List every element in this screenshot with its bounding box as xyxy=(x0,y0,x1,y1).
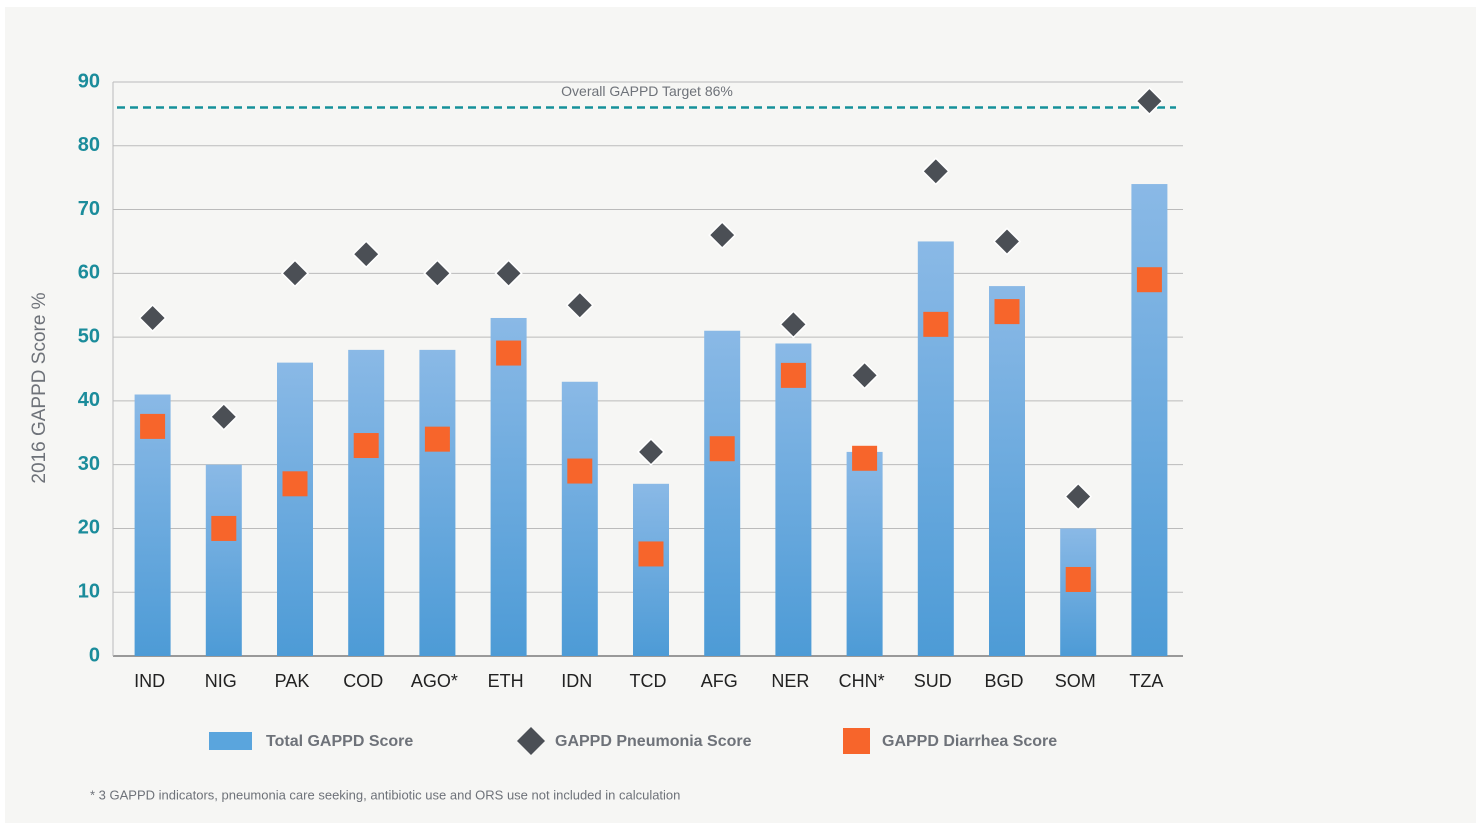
legend-swatch xyxy=(843,728,870,754)
pneumonia-marker xyxy=(209,402,238,431)
legend-label: GAPPD Pneumonia Score xyxy=(555,733,752,750)
legend-label: Total GAPPD Score xyxy=(266,733,413,750)
pneumonia-marker xyxy=(565,291,594,320)
bar xyxy=(989,286,1025,656)
y-tick-label: 20 xyxy=(78,517,100,539)
x-tick-label: SOM xyxy=(1055,671,1096,691)
bar xyxy=(205,464,242,656)
pneumonia-marker xyxy=(708,221,737,250)
x-tick-label: BGD xyxy=(984,671,1023,691)
legend-swatch xyxy=(517,727,545,755)
bar xyxy=(277,362,313,656)
diarrhea-marker xyxy=(282,471,308,497)
pneumonia-marker xyxy=(850,361,879,390)
legend-label: GAPPD Diarrhea Score xyxy=(882,733,1057,750)
x-tick-label: IDN xyxy=(561,671,592,691)
pneumonia-marker xyxy=(992,227,1022,256)
diarrhea-marker xyxy=(353,433,379,459)
y-axis-title: 2016 GAPPD Score % xyxy=(29,292,50,483)
pneumonia-marker xyxy=(280,259,310,288)
x-tick-label: COD xyxy=(343,671,383,691)
pneumonia-marker xyxy=(1135,87,1164,116)
diarrhea-marker xyxy=(567,458,593,484)
bar xyxy=(775,343,812,656)
diarrhea-marker xyxy=(424,426,450,452)
x-tick-label: TZA xyxy=(1129,671,1163,691)
pneumonia-marker xyxy=(636,437,666,466)
x-tick-label: AFG xyxy=(701,671,738,691)
bar xyxy=(1131,184,1168,657)
x-tick-label: AGO* xyxy=(411,671,458,691)
bar xyxy=(419,349,456,656)
pneumonia-marker xyxy=(423,259,452,288)
x-tick-label: CHN* xyxy=(839,671,885,691)
diarrhea-marker xyxy=(496,340,522,366)
y-tick-label: 70 xyxy=(78,198,100,220)
bar xyxy=(561,381,598,656)
pneumonia-marker xyxy=(138,303,167,333)
pneumonia-marker xyxy=(921,157,950,186)
pneumonia-marker xyxy=(779,310,808,339)
bar xyxy=(490,317,527,656)
diarrhea-marker xyxy=(994,299,1020,325)
pneumonia-marker xyxy=(352,240,381,269)
x-tick-label: IND xyxy=(134,671,165,691)
legend-swatch xyxy=(209,732,252,750)
footnote: * 3 GAPPD indicators, pneumonia care see… xyxy=(90,787,680,802)
diarrhea-marker xyxy=(211,515,237,541)
bar xyxy=(348,349,385,656)
y-tick-label: 80 xyxy=(78,134,100,156)
diarrhea-marker xyxy=(709,436,735,462)
target-label: Overall GAPPD Target 86% xyxy=(561,83,733,99)
diarrhea-marker xyxy=(638,541,664,567)
x-tick-label: NER xyxy=(771,671,809,691)
pneumonia-marker xyxy=(494,259,523,288)
x-tick-label: PAK xyxy=(275,671,310,691)
diarrhea-marker xyxy=(923,311,949,337)
bar xyxy=(704,330,741,656)
pneumonia-marker xyxy=(1064,482,1093,511)
y-tick-label: 10 xyxy=(78,581,100,603)
y-tick-label: 60 xyxy=(78,262,100,284)
x-tick-label: SUD xyxy=(914,671,952,691)
bar xyxy=(846,451,883,656)
diarrhea-marker xyxy=(1136,267,1162,293)
bar xyxy=(917,241,954,656)
background xyxy=(5,7,1476,823)
diarrhea-marker xyxy=(852,445,878,471)
diarrhea-marker xyxy=(1065,566,1091,592)
y-tick-label: 0 xyxy=(89,644,100,666)
x-tick-label: NIG xyxy=(205,671,237,691)
y-tick-label: 50 xyxy=(78,325,100,347)
x-tick-label: TCD xyxy=(630,671,667,691)
y-tick-label: 30 xyxy=(78,453,100,475)
bar xyxy=(1060,528,1097,656)
y-tick-label: 40 xyxy=(78,389,100,411)
bar xyxy=(633,483,669,656)
x-tick-label: ETH xyxy=(488,671,524,691)
y-tick-label: 90 xyxy=(78,70,100,92)
diarrhea-marker xyxy=(780,362,806,388)
diarrhea-marker xyxy=(140,413,166,439)
